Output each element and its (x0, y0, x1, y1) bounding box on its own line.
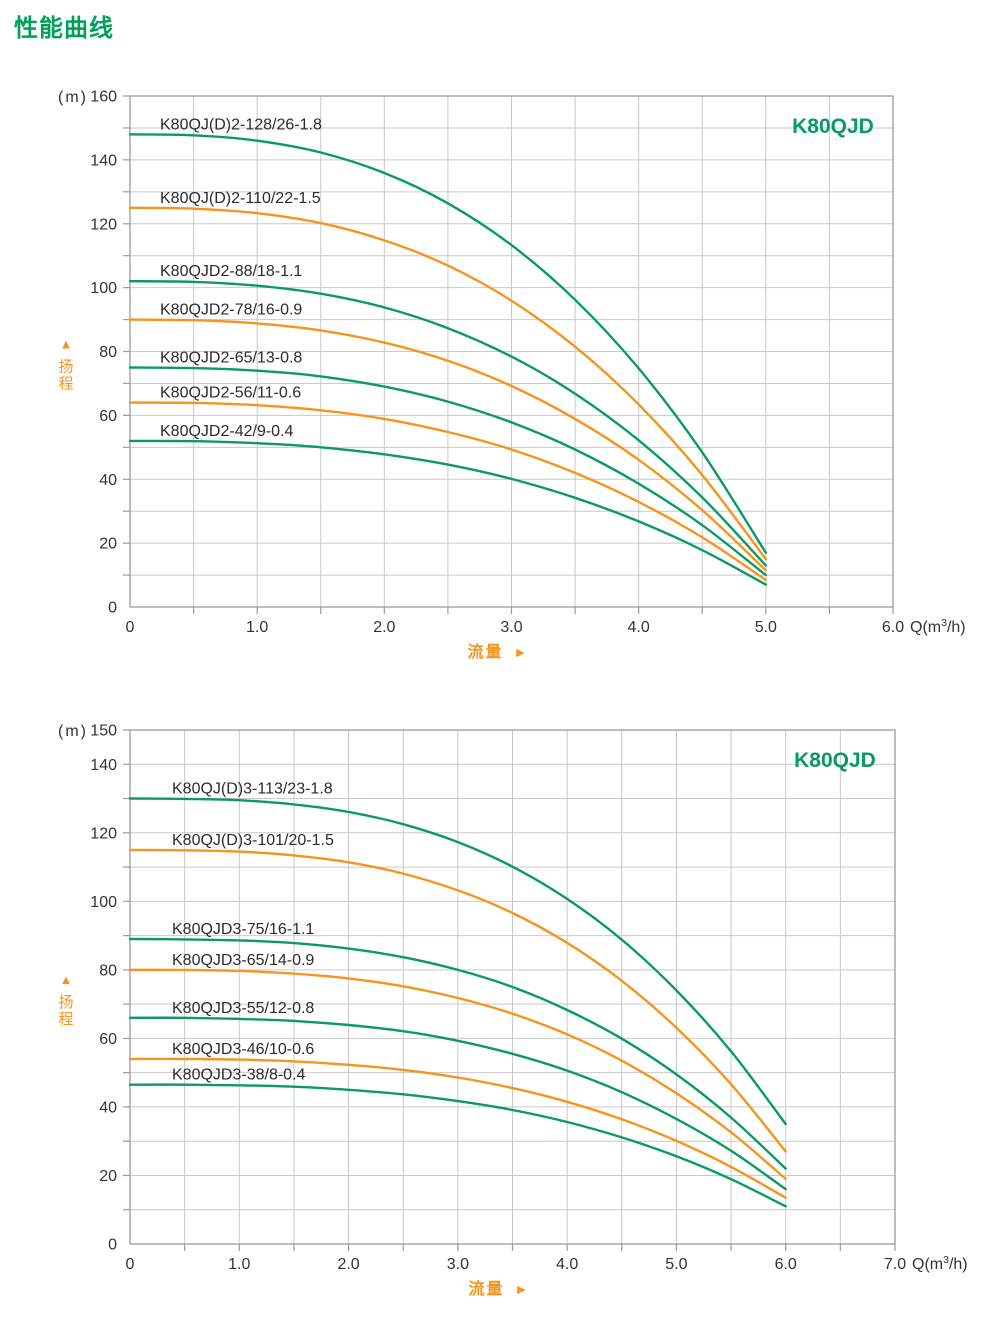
x-tick-label: 4.0 (556, 1256, 578, 1273)
pump-curve (128, 318, 767, 572)
y-tick-label: 100 (90, 894, 117, 911)
x-tick-label: 2.0 (337, 1256, 359, 1273)
y-tick-label: 120 (90, 825, 117, 842)
chart-title: K80QJD (792, 115, 874, 138)
pump-curve (128, 280, 767, 567)
pump-curve (128, 1083, 787, 1208)
y-axis-unit: (m) (58, 723, 88, 740)
x-tick-label: 6.0 (882, 619, 904, 636)
y-axis-unit: (m) (58, 89, 88, 106)
curve-label: K80QJ(D)2-110/22-1.5 (160, 190, 321, 207)
y-tick-label: 20 (99, 536, 117, 553)
y-tick-label: 20 (99, 1168, 117, 1185)
pump-curve (128, 133, 767, 554)
chart-title: K80QJD (794, 749, 876, 772)
y-tick-label: 140 (90, 757, 117, 774)
x-tick-label: 1.0 (246, 619, 268, 636)
x-tick-label: 0 (126, 619, 135, 636)
x-tick-label: 2.0 (373, 619, 395, 636)
y-axis-label: 扬 (58, 994, 73, 1011)
curve-label: K80QJD2-56/11-0.6 (160, 385, 301, 402)
y-tick-label: 80 (99, 962, 117, 979)
curve-label: K80QJD3-75/16-1.1 (172, 921, 314, 938)
x-tick-label: 3.0 (447, 1256, 469, 1273)
curve-label: K80QJ(D)3-101/20-1.5 (172, 832, 334, 849)
y-axis-arrow-icon: ▲ (60, 337, 73, 352)
y-tick-label: 60 (99, 408, 117, 425)
x-tick-label: 5.0 (665, 1256, 687, 1273)
y-tick-label: 60 (99, 1031, 117, 1048)
pump-curve (128, 1057, 787, 1199)
pump-curve (128, 206, 767, 561)
curve-label: K80QJD3-46/10-0.6 (172, 1041, 314, 1058)
y-tick-label: 100 (90, 280, 117, 297)
y-axis-label: 程 (58, 376, 73, 393)
x-axis-arrow-icon: ► (515, 1281, 529, 1297)
curve-label: K80QJD2-88/18-1.1 (160, 263, 302, 280)
x-tick-label: 1.0 (228, 1256, 250, 1273)
curve-label: K80QJD3-55/12-0.8 (172, 1000, 314, 1017)
y-tick-label: 40 (99, 472, 117, 489)
x-tick-label: 7.0 (884, 1256, 906, 1273)
y-tick-label: 150 (90, 723, 117, 740)
pump-curve (128, 937, 787, 1170)
x-tick-label: 6.0 (775, 1256, 797, 1273)
y-axis-label: 扬 (58, 359, 73, 376)
pump-curve (128, 439, 767, 586)
y-tick-label: 120 (90, 216, 117, 233)
curve-label: K80QJD3-38/8-0.4 (172, 1067, 306, 1084)
curve-label: K80QJD3-65/14-0.9 (172, 952, 314, 969)
x-axis-label: 流量 (468, 1279, 504, 1298)
x-tick-label: 0 (126, 1256, 135, 1273)
pump-curve (128, 401, 767, 582)
pump-curve (128, 797, 787, 1126)
pump-curve (128, 366, 767, 577)
y-axis-label: 程 (58, 1011, 73, 1028)
pump-curve (128, 968, 787, 1181)
y-axis-arrow-icon: ▲ (60, 972, 73, 987)
x-axis-label: 流量 (467, 642, 503, 661)
y-tick-label: 160 (90, 89, 117, 106)
y-tick-label: 0 (108, 600, 117, 617)
curve-label: K80QJD2-65/13-0.8 (160, 349, 302, 366)
x-axis-unit: Q(m3/h) (912, 1254, 968, 1273)
y-tick-label: 0 (108, 1237, 117, 1254)
x-tick-label: 3.0 (500, 619, 522, 636)
curve-label: K80QJD2-78/16-0.9 (160, 302, 302, 319)
curve-label: K80QJ(D)3-113/23-1.8 (172, 781, 333, 798)
y-tick-label: 140 (90, 152, 117, 169)
y-tick-label: 40 (99, 1099, 117, 1116)
y-tick-label: 80 (99, 344, 117, 361)
curve-label: K80QJ(D)2-128/26-1.8 (160, 116, 322, 133)
page-title: 性能曲线 (14, 15, 114, 42)
x-axis-arrow-icon: ► (514, 644, 528, 660)
x-axis-unit: Q(m3/h) (910, 617, 966, 636)
pump-curve (128, 1016, 787, 1191)
x-tick-label: 5.0 (755, 619, 777, 636)
x-tick-label: 4.0 (628, 619, 650, 636)
pump-curve (128, 848, 787, 1153)
curve-label: K80QJD2-42/9-0.4 (160, 423, 294, 440)
